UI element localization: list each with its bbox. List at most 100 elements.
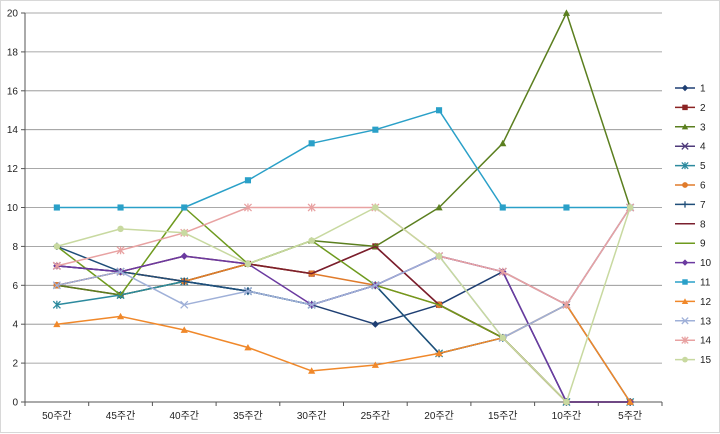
data-point: [371, 281, 380, 290]
x-tick-label: 35주간: [233, 410, 263, 422]
data-point: [244, 343, 252, 351]
legend-label: 11: [700, 278, 711, 289]
y-tick-label: 14: [7, 125, 19, 136]
y-tick-label: 18: [7, 47, 19, 58]
series-line-3: [56, 12, 631, 296]
y-tick-label: 4: [12, 320, 18, 331]
y-tick-label: 0: [12, 398, 18, 409]
data-point: [180, 252, 188, 260]
data-point: [116, 246, 125, 255]
data-point: [435, 107, 443, 114]
x-tick-label: 30주간: [297, 410, 327, 422]
series-11: [53, 107, 634, 211]
series-line-6: [56, 263, 631, 403]
x-tick-label: 20주간: [424, 410, 454, 422]
data-point: [681, 84, 689, 92]
data-point: [682, 356, 688, 363]
data-point: [243, 287, 253, 296]
x-tick-label: 50주간: [42, 410, 72, 422]
x-axis-ticks: 50주간 45주간 40주간 35주간 30주간 25주간 20주간 15주간 10주간 5주간: [42, 410, 642, 422]
y-tick-label: 10: [7, 203, 19, 214]
series-14: [52, 203, 635, 309]
data-point: [53, 243, 61, 250]
series-line-12: [56, 304, 631, 403]
y-tick-label: 16: [7, 86, 19, 97]
data-point: [372, 126, 379, 133]
series-line-14: [56, 206, 631, 306]
data-point: [681, 142, 689, 150]
data-point: [681, 259, 689, 266]
y-axis-ticks: 0 2 4 6 8 10 12 14 16 18 20: [7, 9, 19, 409]
data-point: [681, 298, 689, 304]
data-point: [52, 261, 61, 270]
data-point: [117, 225, 124, 233]
legend-label: 15: [700, 355, 712, 366]
legend-label: 7: [700, 200, 706, 211]
data-point: [244, 260, 252, 268]
series-15: [53, 204, 634, 406]
data-point: [181, 204, 188, 211]
data-point: [371, 361, 379, 368]
y-tick-label: 20: [7, 9, 19, 20]
data-point: [308, 140, 315, 147]
data-point: [372, 204, 379, 211]
legend-item-3: 3: [675, 122, 706, 133]
data-point: [53, 320, 61, 328]
x-tick-label: 5주간: [618, 410, 642, 422]
data-point: [435, 203, 443, 211]
data-point: [180, 277, 188, 286]
series-group: [52, 9, 635, 407]
x-tick-label: 10주간: [552, 410, 582, 422]
legend-label: 2: [700, 103, 706, 114]
data-point: [117, 204, 124, 211]
data-point: [181, 229, 188, 237]
data-point: [681, 123, 689, 130]
legend-item-6: 6: [675, 181, 706, 192]
series-line-1: [56, 265, 631, 403]
legend-item-1: 1: [675, 84, 706, 95]
data-point: [180, 300, 189, 309]
data-point: [308, 237, 315, 244]
data-point: [308, 367, 316, 374]
data-point: [499, 139, 507, 147]
data-point: [563, 204, 570, 211]
legend-label: 5: [700, 161, 706, 172]
data-point: [681, 317, 689, 325]
data-point: [435, 349, 443, 357]
data-point: [52, 281, 61, 290]
x-tick-label: 25주간: [361, 410, 391, 422]
legend-item-15: 15: [675, 355, 712, 366]
legend-item-9: 9: [675, 239, 706, 250]
data-point: [307, 300, 316, 309]
data-point: [562, 9, 571, 16]
legend-item-12: 12: [675, 297, 712, 308]
data-point: [682, 104, 688, 111]
x-tick-label: 15주간: [488, 410, 518, 422]
data-point: [681, 336, 689, 344]
series-1: [53, 262, 634, 406]
series-9: [56, 206, 631, 403]
legend-label: 9: [700, 239, 706, 250]
series-5: [52, 277, 635, 407]
data-point: [116, 267, 125, 276]
data-point: [626, 204, 634, 211]
series-3: [53, 9, 634, 298]
data-point: [53, 204, 60, 211]
legend-label: 4: [700, 142, 706, 153]
data-point: [562, 300, 571, 309]
legend-item-5: 5: [675, 161, 706, 172]
series-line-11: [56, 109, 631, 209]
data-point: [681, 161, 689, 170]
legend-item-14: 14: [675, 336, 712, 347]
axes: [21, 12, 663, 406]
data-point: [52, 300, 61, 309]
data-point: [499, 204, 506, 211]
x-tick-label: 45주간: [106, 410, 136, 422]
data-point: [499, 334, 506, 342]
x-tick-label: 40주간: [169, 410, 199, 422]
legend-item-4: 4: [675, 142, 706, 153]
legend-label: 8: [700, 219, 706, 230]
